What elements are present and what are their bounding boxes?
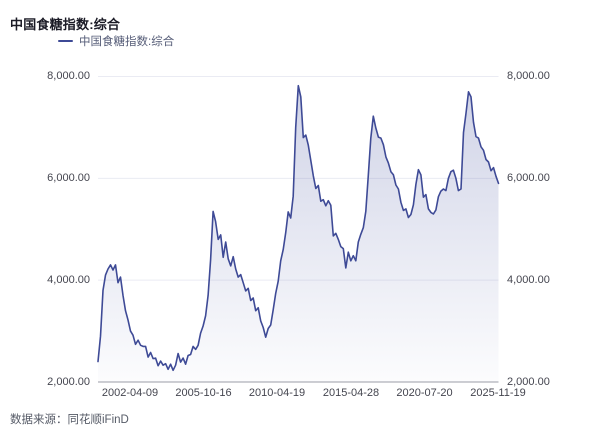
- x-axis-label-2020: 2020-07-20: [396, 387, 453, 399]
- legend-label: 中国食糖指数:综合: [79, 36, 175, 48]
- y-axis-label-left-8000: 8,000.00: [47, 70, 90, 82]
- y-axis-label-right-4000: 4,000.00: [507, 274, 550, 286]
- chart-title: 中国食糖指数:综合: [10, 17, 121, 32]
- x-axis-label-2002: 2002-04-09: [101, 387, 159, 399]
- y-axis-label-left-6000: 6,000.00: [47, 172, 90, 184]
- x-axis-label-2025: 2025-11-19: [470, 387, 526, 399]
- data-source-note: 数据来源：同花顺iFinD: [10, 414, 129, 426]
- y-axis-label-right-2000: 2,000.00: [507, 376, 550, 388]
- y-axis-label-right-8000: 8,000.00: [507, 70, 550, 82]
- y-axis-label-left-2000: 2,000.00: [47, 376, 90, 388]
- series-area-fill: [98, 85, 499, 382]
- series-line: [97, 84, 500, 372]
- y-axis-label-left-4000: 4,000.00: [47, 274, 90, 286]
- x-axis-label-2010: 2010-04-19: [248, 387, 306, 399]
- x-axis-label-2005: 2005-10-16: [175, 387, 232, 399]
- y-axis-label-right-6000: 6,000.00: [507, 172, 550, 184]
- legend-item-sugar-index[interactable]: 中国食糖指数:综合: [58, 33, 174, 49]
- legend-line-marker-icon: [58, 39, 73, 43]
- x-axis-label-2015: 2015-04-28: [322, 387, 380, 399]
